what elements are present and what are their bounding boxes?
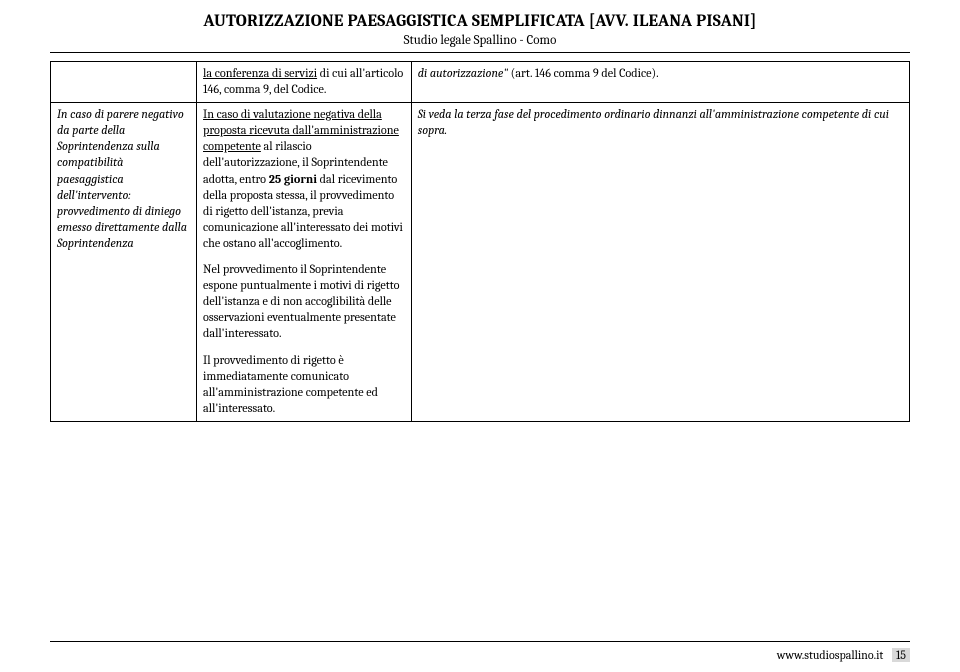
footer-url: www.studiospallino.it [777, 648, 884, 662]
cell-r2c3: Si veda la terza fase del procedimento o… [411, 103, 909, 422]
paragraph: Il provvedimento di rigetto è immediatam… [203, 353, 405, 417]
doc-subtitle: Studio legale Spallino - Como [50, 33, 910, 48]
cell-r2c2: In caso di valutazione negativa della pr… [197, 103, 412, 422]
footer: www.studiospallino.it 15 [777, 648, 910, 662]
text-italic: di autorizzazione" [418, 67, 508, 81]
paragraph: In caso di valutazione negativa della pr… [203, 107, 405, 252]
cell-r1c2: la conferenza di servizi di cui all'arti… [197, 62, 412, 103]
text-bold: 25 giorni [269, 173, 317, 187]
header: AUTORIZZAZIONE PAESAGGISTICA SEMPLIFICAT… [50, 12, 910, 48]
page-number: 15 [892, 648, 910, 662]
footer-rule [50, 641, 910, 642]
paragraph: Nel provvedimento il Soprintendente espo… [203, 262, 405, 342]
cell-r1c3: di autorizzazione" (art. 146 comma 9 del… [411, 62, 909, 103]
doc-title: AUTORIZZAZIONE PAESAGGISTICA SEMPLIFICAT… [50, 12, 910, 31]
text: (art. 146 comma 9 del Codice). [508, 67, 659, 81]
content-table: la conferenza di servizi di cui all'arti… [50, 61, 910, 422]
cell-r2c1: In caso di parere negativo da parte dell… [51, 103, 197, 422]
table-row: In caso di parere negativo da parte dell… [51, 103, 910, 422]
text-underlined: la conferenza di servizi [203, 67, 317, 81]
header-rule [50, 52, 910, 53]
cell-r1c1 [51, 62, 197, 103]
table-row: la conferenza di servizi di cui all'arti… [51, 62, 910, 103]
page: AUTORIZZAZIONE PAESAGGISTICA SEMPLIFICAT… [0, 0, 960, 672]
